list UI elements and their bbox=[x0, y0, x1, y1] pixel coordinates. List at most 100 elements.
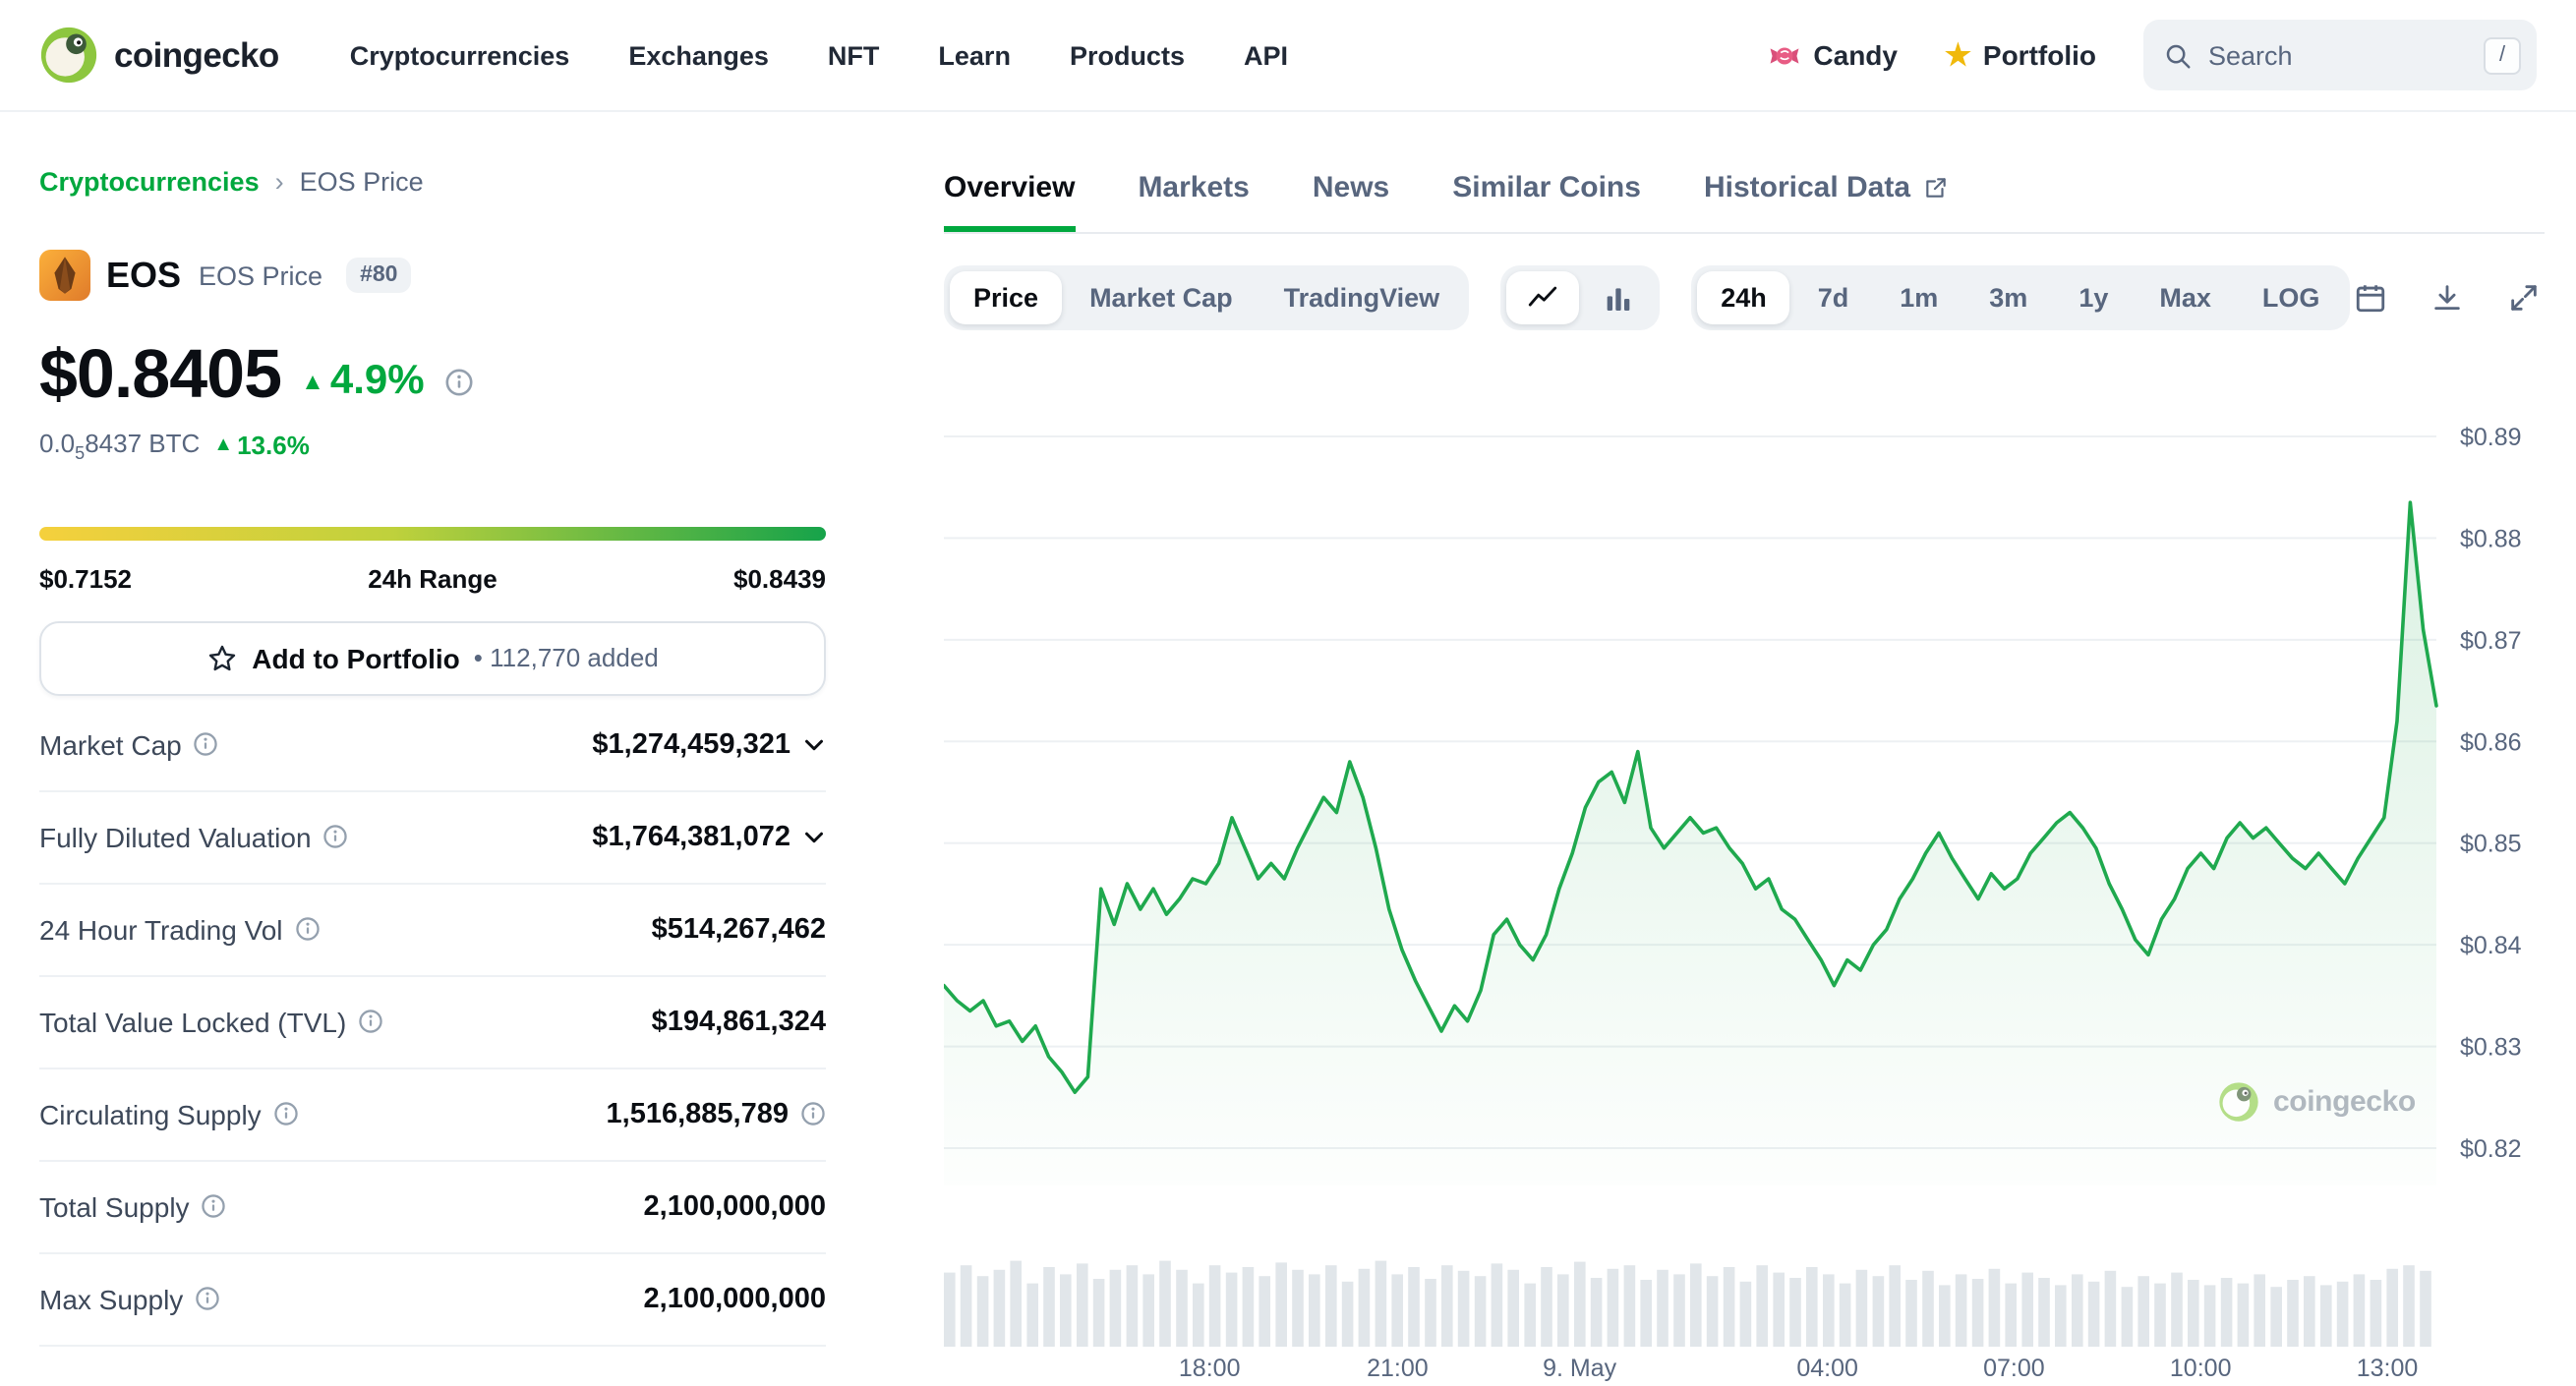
range-1y-button[interactable]: 1y bbox=[2055, 271, 2132, 324]
range-3m-button[interactable]: 3m bbox=[1965, 271, 2051, 324]
coin-page-label: EOS Price bbox=[199, 260, 323, 290]
btc-change-value: 13.6% bbox=[237, 431, 310, 461]
stat-row-circulating-supply: Circulating Supply 1,516,885,789 bbox=[39, 1068, 826, 1162]
chart-controls: Price Market Cap TradingView 24h 7d 1m 3m 1y Ma… bbox=[944, 265, 2544, 330]
chart-action-icons bbox=[2349, 277, 2544, 318]
svg-text:$0.87: $0.87 bbox=[2460, 627, 2522, 655]
range-label: 24h Range bbox=[368, 563, 498, 594]
tab-markets[interactable]: Markets bbox=[1138, 171, 1250, 204]
chart-panel: Overview Markets News Similar Coins Historic… bbox=[942, 112, 2576, 1386]
tab-similar-coins[interactable]: Similar Coins bbox=[1452, 171, 1641, 204]
stat-row-24-hour-trading-vol: 24 Hour Trading Vol $514,267,462 bbox=[39, 884, 826, 977]
search-box[interactable]: / bbox=[2143, 20, 2537, 90]
up-arrow-icon: ▲ bbox=[301, 368, 324, 395]
chevron-down-icon[interactable] bbox=[802, 825, 826, 848]
chart-watermark: coingecko bbox=[2218, 1081, 2416, 1123]
metric-price-button[interactable]: Price bbox=[950, 271, 1063, 324]
nav-api[interactable]: API bbox=[1243, 40, 1288, 70]
main-nav: Cryptocurrencies Exchanges NFT Learn Product… bbox=[350, 40, 1288, 70]
price-info-icon[interactable] bbox=[444, 368, 474, 397]
nav-cryptocurrencies[interactable]: Cryptocurrencies bbox=[349, 40, 570, 70]
coin-stats-list: Market Cap $1,274,459,321 Fully Diluted Va… bbox=[39, 699, 826, 1347]
svg-text:$0.82: $0.82 bbox=[2460, 1135, 2522, 1163]
stat-value[interactable]: $1,764,381,072 bbox=[592, 821, 826, 852]
info-icon[interactable] bbox=[358, 1009, 383, 1034]
nav-nft[interactable]: NFT bbox=[827, 40, 880, 70]
range-log-button[interactable]: LOG bbox=[2239, 271, 2344, 324]
range-7d-button[interactable]: 7d bbox=[1794, 271, 1873, 324]
range-bar bbox=[39, 526, 826, 541]
info-icon[interactable] bbox=[202, 1193, 227, 1219]
expand-icon[interactable] bbox=[2502, 277, 2544, 318]
metric-toggle-group: Price Market Cap TradingView bbox=[944, 265, 1470, 330]
stat-value: 1,516,885,789 bbox=[607, 1098, 826, 1129]
metric-market-cap-button[interactable]: Market Cap bbox=[1066, 271, 1257, 324]
nav-products[interactable]: Products bbox=[1069, 40, 1185, 70]
chevron-down-icon[interactable] bbox=[802, 732, 826, 756]
up-arrow-icon: ▲ bbox=[213, 434, 234, 457]
line-chart-type-button[interactable] bbox=[1506, 271, 1580, 324]
price-change-value: 4.9% bbox=[329, 358, 425, 403]
candlestick-chart-type-button[interactable] bbox=[1583, 272, 1654, 323]
calendar-icon[interactable] bbox=[2349, 277, 2390, 318]
brand-wordmark: coingecko bbox=[114, 34, 279, 74]
coin-price: $0.8405 bbox=[39, 336, 282, 413]
info-icon[interactable] bbox=[273, 1101, 299, 1126]
btc-change: ▲ 13.6% bbox=[213, 432, 310, 461]
stat-label: Total Supply bbox=[39, 1190, 227, 1222]
range-labels: $0.7152 24h Range $0.8439 bbox=[39, 563, 826, 593]
breadcrumb: Cryptocurrencies › EOS Price bbox=[39, 167, 826, 197]
svg-text:$0.88: $0.88 bbox=[2460, 525, 2522, 552]
gecko-icon bbox=[39, 26, 98, 85]
range-high: $0.8439 bbox=[733, 563, 826, 594]
metric-tradingview-button[interactable]: TradingView bbox=[1260, 271, 1464, 324]
search-input[interactable] bbox=[2208, 40, 2468, 70]
tab-news[interactable]: News bbox=[1312, 171, 1390, 204]
watermark-text: coingecko bbox=[2273, 1085, 2416, 1119]
stat-row-max-supply: Max Supply 2,100,000,000 bbox=[39, 1253, 826, 1347]
candy-link[interactable]: Candy bbox=[1768, 38, 1898, 72]
info-icon[interactable] bbox=[323, 824, 349, 849]
range-max-button[interactable]: Max bbox=[2136, 271, 2235, 324]
portfolio-label: Portfolio bbox=[1982, 39, 2096, 71]
stat-value[interactable]: $1,274,459,321 bbox=[592, 728, 826, 760]
stat-row-total-value-locked-tvl: Total Value Locked (TVL) $194,861,324 bbox=[39, 976, 826, 1069]
svg-text:13:00: 13:00 bbox=[2357, 1355, 2419, 1382]
nav-learn[interactable]: Learn bbox=[938, 40, 1011, 70]
range-low: $0.7152 bbox=[39, 563, 132, 594]
info-icon[interactable] bbox=[195, 1286, 220, 1311]
download-icon[interactable] bbox=[2426, 277, 2467, 318]
range-1m-button[interactable]: 1m bbox=[1876, 271, 1961, 324]
coingecko-logo[interactable]: coingecko bbox=[39, 26, 279, 85]
nav-exchanges[interactable]: Exchanges bbox=[628, 40, 769, 70]
chart-type-toggle-group bbox=[1500, 265, 1661, 330]
eos-coin-icon bbox=[39, 250, 90, 301]
stat-label: Market Cap bbox=[39, 728, 219, 760]
svg-text:10:00: 10:00 bbox=[2170, 1355, 2232, 1382]
svg-text:21:00: 21:00 bbox=[1367, 1355, 1429, 1382]
tab-historical-data[interactable]: Historical Data bbox=[1704, 171, 1948, 232]
add-to-portfolio-button[interactable]: Add to Portfolio • 112,770 added bbox=[39, 620, 826, 696]
price-chart-area: $0.89 $0.88 $0.87 $0.86 $0.85 $0.84 $0.83 $0.82… bbox=[942, 370, 2544, 1386]
search-shortcut-key: / bbox=[2484, 36, 2521, 74]
time-range-group: 24h 7d 1m 3m 1y Max LOG bbox=[1691, 265, 2350, 330]
range-24h-button[interactable]: 24h bbox=[1697, 271, 1790, 324]
add-to-portfolio-label: Add to Portfolio bbox=[252, 642, 460, 674]
info-icon[interactable] bbox=[800, 1101, 826, 1126]
coin-rank-badge: #80 bbox=[346, 258, 412, 293]
stat-row-fully-diluted-valuation: Fully Diluted Valuation $1,764,381,072 bbox=[39, 791, 826, 885]
info-icon[interactable] bbox=[295, 916, 321, 942]
coin-summary-panel: Cryptocurrencies › EOS Price bbox=[0, 112, 944, 1386]
info-icon[interactable] bbox=[194, 731, 219, 757]
tab-overview[interactable]: Overview bbox=[944, 171, 1076, 232]
coin-header: EOS EOS Price #80 bbox=[39, 248, 826, 303]
svg-text:9. May: 9. May bbox=[1543, 1355, 1617, 1382]
stat-label: Fully Diluted Valuation bbox=[39, 821, 349, 852]
price-change-24h: ▲ 4.9% bbox=[301, 358, 425, 409]
stat-label: Total Value Locked (TVL) bbox=[39, 1006, 383, 1037]
stat-value: $514,267,462 bbox=[651, 913, 826, 946]
breadcrumb-cryptocurrencies[interactable]: Cryptocurrencies bbox=[39, 167, 260, 197]
portfolio-link[interactable]: ★ Portfolio bbox=[1945, 39, 2096, 71]
price-chart[interactable]: $0.89 $0.88 $0.87 $0.86 $0.85 $0.84 $0.83 $0.82… bbox=[942, 370, 2537, 1382]
header-right: Candy ★ Portfolio / bbox=[1768, 20, 2537, 90]
